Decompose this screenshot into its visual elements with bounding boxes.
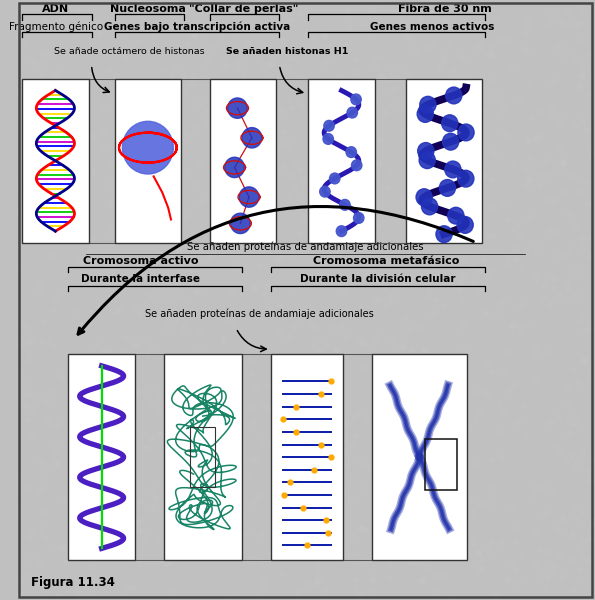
Circle shape <box>123 121 173 174</box>
Bar <box>22 79 89 243</box>
Bar <box>372 354 467 560</box>
Circle shape <box>417 106 433 122</box>
Circle shape <box>445 161 461 178</box>
Circle shape <box>420 97 436 113</box>
Bar <box>68 354 135 560</box>
Circle shape <box>230 213 250 233</box>
Circle shape <box>330 173 340 184</box>
Text: Se añaden histonas H1: Se añaden histonas H1 <box>226 47 348 56</box>
Circle shape <box>323 134 333 145</box>
Bar <box>210 79 277 243</box>
Circle shape <box>458 124 474 141</box>
Circle shape <box>416 189 432 206</box>
Circle shape <box>457 217 473 233</box>
Circle shape <box>439 179 456 196</box>
Circle shape <box>351 94 361 105</box>
Text: Fragmento génico: Fragmento génico <box>9 22 103 32</box>
Text: Fibra de 30 nm: Fibra de 30 nm <box>398 4 492 14</box>
Text: Durante la interfase: Durante la interfase <box>81 274 200 284</box>
Circle shape <box>336 226 347 236</box>
Bar <box>115 79 181 243</box>
Text: Durante la división celular: Durante la división celular <box>300 274 456 284</box>
Text: "Collar de perlas": "Collar de perlas" <box>189 4 298 14</box>
Circle shape <box>441 115 458 131</box>
Text: Nucleosoma: Nucleosoma <box>110 4 186 14</box>
Text: Se añaden proteínas de andamiaje adicionales: Se añaden proteínas de andamiaje adicion… <box>145 308 374 319</box>
Text: Se añaden proteínas de andamiaje adicionales: Se añaden proteínas de andamiaje adicion… <box>187 242 424 252</box>
Circle shape <box>242 128 262 148</box>
Text: Genes bajo transcripción activa: Genes bajo transcripción activa <box>104 22 290 32</box>
Circle shape <box>320 186 330 197</box>
Circle shape <box>347 107 358 118</box>
Bar <box>425 439 457 490</box>
Text: Genes menos activos: Genes menos activos <box>370 22 494 32</box>
Circle shape <box>352 160 362 170</box>
Text: Cromosoma activo: Cromosoma activo <box>83 256 198 266</box>
Circle shape <box>418 143 434 160</box>
Text: Figura 11.34: Figura 11.34 <box>31 575 115 589</box>
Circle shape <box>436 226 452 242</box>
Circle shape <box>346 147 356 158</box>
Circle shape <box>419 152 436 169</box>
Bar <box>190 427 215 487</box>
Bar <box>406 79 481 243</box>
Text: Cromosoma metafásico: Cromosoma metafásico <box>313 256 459 266</box>
Circle shape <box>225 157 245 178</box>
Circle shape <box>353 212 364 223</box>
Circle shape <box>324 121 334 131</box>
Circle shape <box>421 198 438 215</box>
Circle shape <box>239 187 259 207</box>
Circle shape <box>228 98 248 118</box>
Text: ADN: ADN <box>42 4 69 14</box>
Circle shape <box>448 207 464 224</box>
Circle shape <box>340 199 350 210</box>
Circle shape <box>446 87 462 104</box>
Bar <box>271 354 343 560</box>
Text: Se añade octámero de histonas: Se añade octámero de histonas <box>54 47 205 56</box>
Bar <box>308 79 375 243</box>
Circle shape <box>458 170 474 187</box>
Bar <box>164 354 242 560</box>
Circle shape <box>443 133 459 150</box>
